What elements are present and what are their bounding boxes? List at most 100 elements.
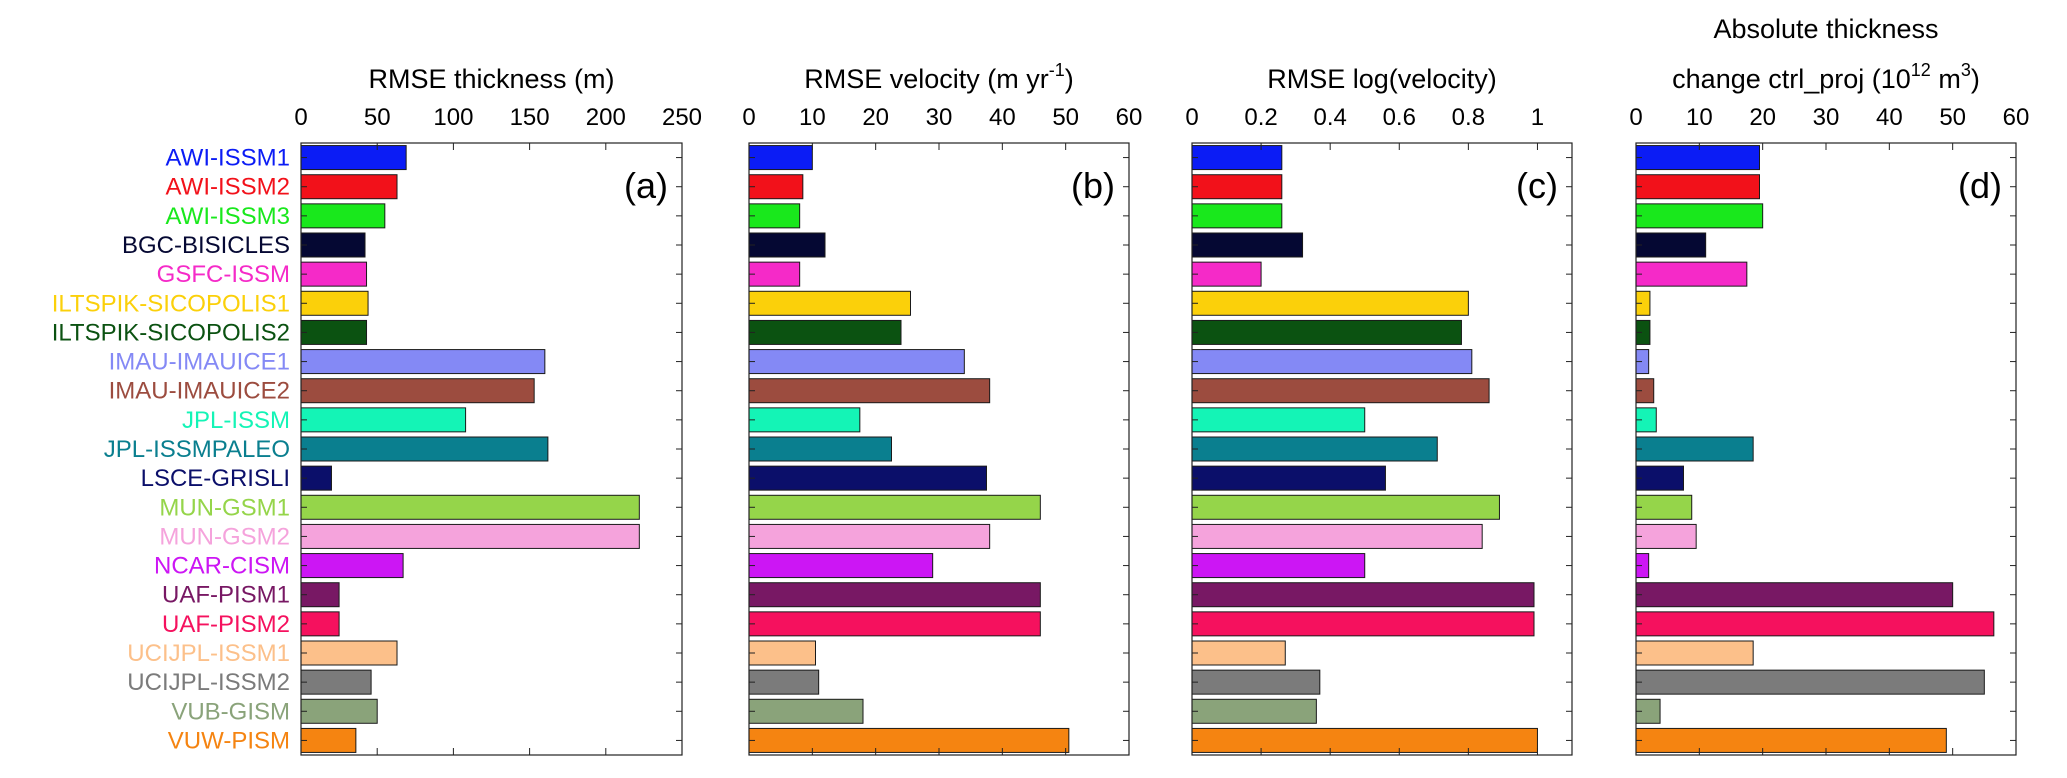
bar bbox=[748, 494, 1041, 520]
bar bbox=[300, 553, 404, 579]
bar bbox=[1635, 582, 1954, 608]
x-tick-label: 60 bbox=[1116, 104, 1143, 131]
model-label: VUW-PISM bbox=[168, 727, 290, 754]
bar bbox=[1635, 523, 1697, 549]
panel-d-title-sup2: 3 bbox=[1961, 60, 1971, 80]
bar bbox=[300, 494, 640, 520]
bar bbox=[300, 669, 372, 695]
x-tick-label: 100 bbox=[433, 104, 473, 131]
model-label: IMAU-IMAUICE2 bbox=[109, 378, 290, 405]
model-label: AWI-ISSM1 bbox=[166, 145, 290, 172]
x-tick-label: 40 bbox=[1876, 104, 1903, 131]
bar bbox=[1191, 669, 1321, 695]
bar bbox=[1191, 698, 1317, 724]
bar bbox=[1191, 436, 1438, 462]
bar bbox=[1191, 349, 1473, 375]
bar bbox=[748, 436, 892, 462]
x-tick-label: 0 bbox=[294, 104, 307, 131]
bar bbox=[1635, 494, 1693, 520]
bar bbox=[748, 669, 820, 695]
bar bbox=[300, 727, 357, 753]
bar bbox=[748, 611, 1041, 637]
x-tick-label: 150 bbox=[510, 104, 550, 131]
bar bbox=[748, 727, 1070, 753]
panel-b-title-sup: -1 bbox=[1049, 60, 1065, 80]
bar bbox=[1635, 727, 1947, 753]
panel-d: Absolute thickness change ctrl_proj (101… bbox=[1629, 14, 2029, 756]
panel-c-letter: (c) bbox=[1516, 165, 1558, 206]
x-tick-label: 0 bbox=[1629, 104, 1642, 131]
bar bbox=[1191, 261, 1262, 287]
bar bbox=[1635, 640, 1754, 666]
bar bbox=[1635, 669, 1985, 695]
model-label: UCIJPL-ISSM2 bbox=[127, 669, 290, 696]
x-tick-label: 0 bbox=[1185, 104, 1198, 131]
bar bbox=[748, 407, 861, 433]
bar bbox=[748, 319, 902, 345]
bar bbox=[1191, 553, 1366, 579]
bar bbox=[300, 232, 366, 258]
bar bbox=[748, 378, 991, 404]
bar bbox=[300, 319, 368, 345]
x-tick-label: 10 bbox=[1686, 104, 1713, 131]
bar bbox=[300, 436, 549, 462]
panel-a-title: RMSE thickness (m) bbox=[368, 64, 614, 94]
x-tick-label: 10 bbox=[799, 104, 826, 131]
panel-a-letter: (a) bbox=[624, 165, 668, 206]
bar bbox=[748, 582, 1041, 608]
bar bbox=[748, 261, 801, 287]
bar bbox=[748, 553, 934, 579]
model-label: UAF-PISM2 bbox=[162, 611, 290, 638]
x-tick-label: 50 bbox=[1939, 104, 1966, 131]
bar bbox=[300, 261, 368, 287]
x-tick-label: 30 bbox=[926, 104, 953, 131]
x-tick-label: 0.8 bbox=[1452, 104, 1485, 131]
bar bbox=[748, 698, 864, 724]
bar bbox=[300, 349, 546, 375]
bar bbox=[1191, 407, 1366, 433]
model-label: ILTSPIK-SICOPOLIS2 bbox=[52, 319, 290, 346]
x-tick-label: 0.4 bbox=[1313, 104, 1346, 131]
bar bbox=[1191, 494, 1500, 520]
bar bbox=[1635, 174, 1760, 200]
bar bbox=[1191, 290, 1469, 316]
x-tick-label: 0.2 bbox=[1244, 104, 1277, 131]
panel-c-title: RMSE log(velocity) bbox=[1267, 64, 1497, 94]
model-label: JPL-ISSMPALEO bbox=[104, 436, 290, 463]
model-label: LSCE-GRISLI bbox=[141, 465, 290, 492]
x-tick-label: 0 bbox=[742, 104, 755, 131]
x-tick-label: 0.6 bbox=[1383, 104, 1416, 131]
bar bbox=[1635, 611, 1995, 637]
panel-c: RMSE log(velocity) (c) 0 0.2 0.4 0.6 0.8 1 bbox=[1185, 64, 1573, 756]
panel-b: RMSE velocity (m yr-1) (b) 0 10 20 30 40 50 60 bbox=[742, 60, 1143, 756]
model-label: IMAU-IMAUICE1 bbox=[109, 349, 290, 376]
bar bbox=[1191, 465, 1386, 491]
model-label: JPL-ISSM bbox=[182, 407, 290, 434]
bar bbox=[1191, 611, 1535, 637]
model-label: UCIJPL-ISSM1 bbox=[127, 640, 290, 667]
bar bbox=[1191, 319, 1462, 345]
x-tick-label: 20 bbox=[862, 104, 889, 131]
bar bbox=[1191, 203, 1283, 229]
panel-b-title: RMSE velocity (m yr-1) bbox=[804, 60, 1074, 94]
x-tick-label: 1 bbox=[1531, 104, 1544, 131]
bar bbox=[1635, 232, 1707, 258]
panel-d-letter: (d) bbox=[1958, 165, 2002, 206]
bar bbox=[300, 407, 467, 433]
bar bbox=[748, 145, 813, 171]
bar bbox=[1635, 261, 1748, 287]
model-label: MUN-GSM2 bbox=[159, 523, 290, 550]
x-tick-label: 40 bbox=[989, 104, 1016, 131]
bar bbox=[300, 145, 407, 171]
bar bbox=[748, 523, 991, 549]
bar bbox=[1635, 465, 1684, 491]
bar bbox=[300, 523, 640, 549]
bar bbox=[748, 640, 816, 666]
model-label: GSFC-ISSM bbox=[157, 261, 290, 288]
bar bbox=[1191, 523, 1483, 549]
panel-d-title-line1: Absolute thickness bbox=[1713, 14, 1938, 44]
model-label: AWI-ISSM3 bbox=[166, 203, 290, 230]
panel-b-letter: (b) bbox=[1071, 165, 1115, 206]
model-label: BGC-BISICLES bbox=[122, 232, 290, 259]
